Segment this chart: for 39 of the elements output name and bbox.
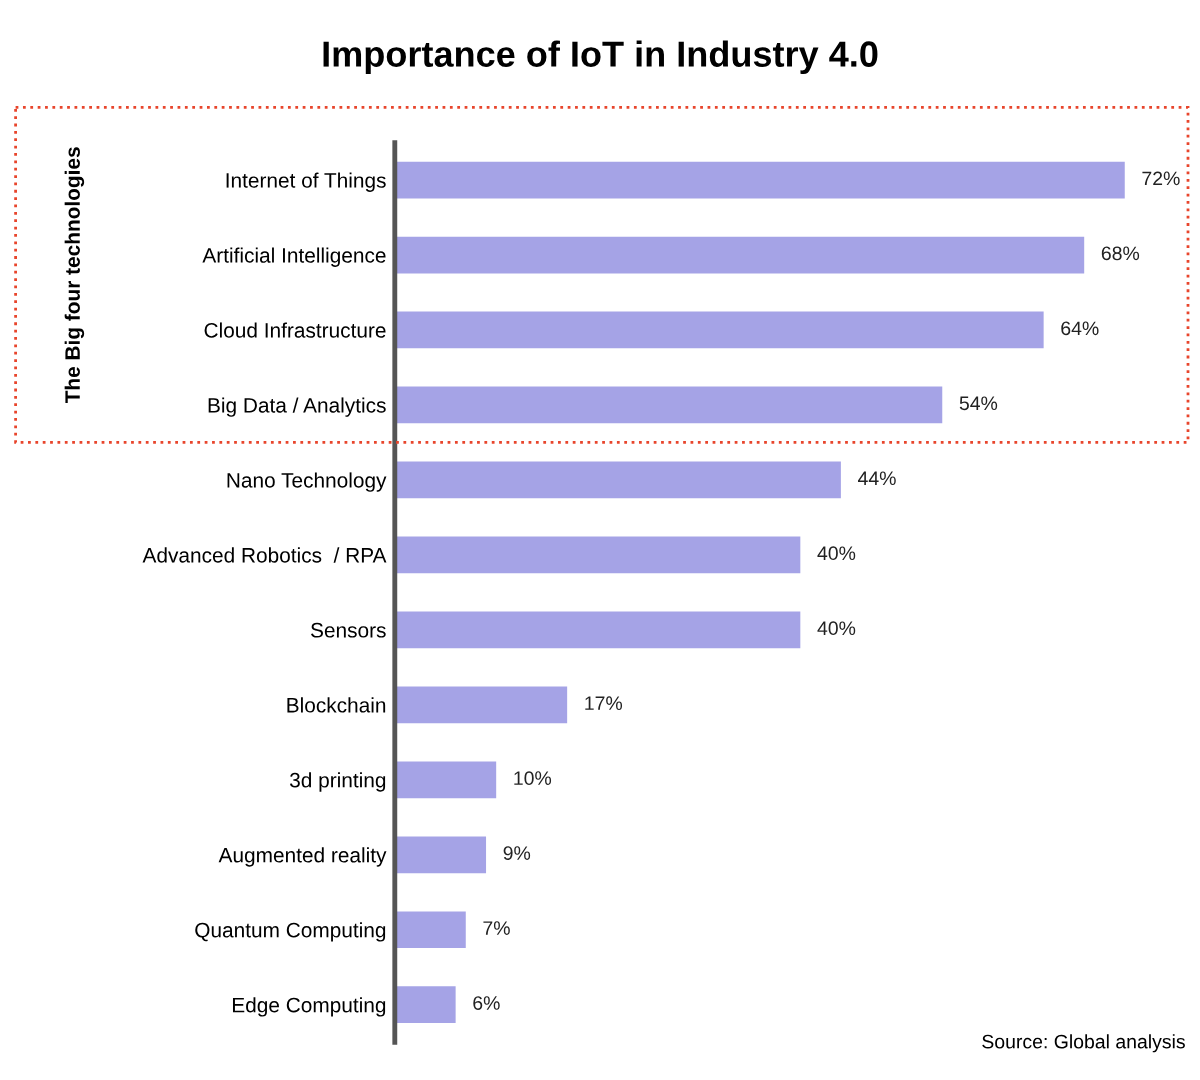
chart-title: Importance of IoT in Industry 4.0 bbox=[323, 40, 878, 75]
y-tick-label: Internet of Things bbox=[226, 172, 386, 192]
bar bbox=[394, 311, 1044, 349]
data-label: 9% bbox=[503, 846, 531, 860]
data-label: 44% bbox=[858, 471, 896, 486]
y-tick-label: Nano Technology bbox=[227, 472, 387, 492]
data-label: 40% bbox=[817, 546, 856, 561]
y-tick-label: Sensors bbox=[310, 622, 386, 638]
y-tick-label: Artificial Intelligence bbox=[202, 247, 386, 267]
data-label: 40% bbox=[817, 621, 856, 636]
y-tick-label: Quantum Computing bbox=[195, 922, 386, 942]
bar bbox=[394, 836, 487, 874]
bar bbox=[394, 536, 801, 574]
annotation: Source: Global analysis bbox=[982, 1034, 1185, 1053]
data-label: 68% bbox=[1101, 246, 1140, 261]
data-label: 17% bbox=[585, 696, 623, 710]
bar bbox=[394, 686, 568, 724]
bar bbox=[394, 386, 943, 424]
data-label: 7% bbox=[483, 921, 510, 935]
y-tick-label: Edge Computing bbox=[232, 997, 386, 1017]
y-tick-label: Big Data / Analytics bbox=[208, 397, 386, 417]
y-tick-label: Cloud Infrastructure bbox=[204, 322, 386, 338]
data-label: 54% bbox=[959, 396, 998, 411]
text: The Big four technologies bbox=[64, 147, 85, 404]
bar bbox=[394, 911, 466, 949]
data-label: 6% bbox=[473, 996, 500, 1010]
data-label: 10% bbox=[514, 771, 552, 786]
data-label: 72% bbox=[1142, 171, 1180, 186]
y-tick-label: Blockchain bbox=[287, 697, 386, 713]
bar bbox=[394, 461, 841, 499]
bar bbox=[394, 761, 497, 799]
bar bbox=[394, 986, 456, 1024]
y-tick-label: Augmented reality bbox=[218, 847, 387, 867]
bar bbox=[394, 161, 1125, 199]
y-tick-label: 3d printing bbox=[289, 772, 386, 792]
data-label: 64% bbox=[1061, 321, 1099, 336]
bar bbox=[394, 611, 801, 649]
bar bbox=[394, 236, 1085, 274]
y-tick-label: Advanced Robotics / RPA bbox=[142, 547, 387, 563]
